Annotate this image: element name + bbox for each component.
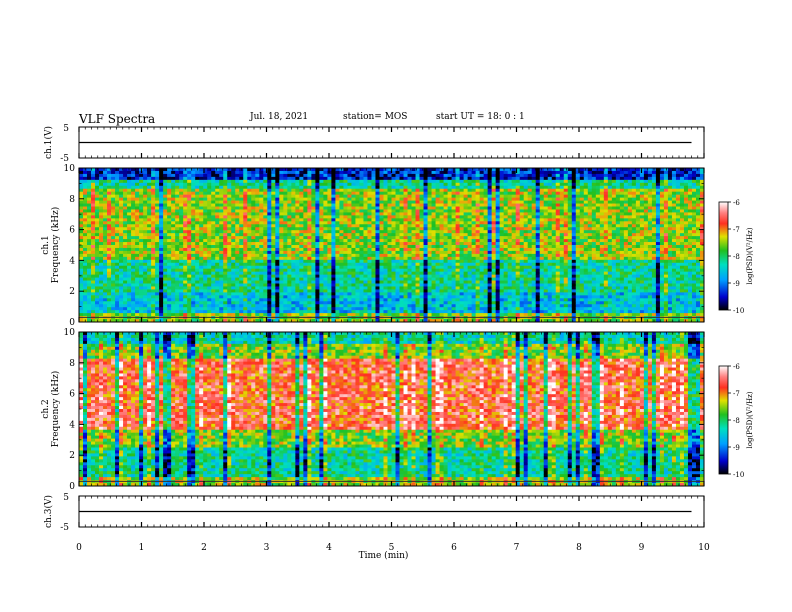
y-tick-label: 8 — [69, 359, 75, 369]
start-time-label: start UT = 18: 0 : 1 — [436, 112, 525, 122]
x-tick-label: 8 — [576, 543, 582, 553]
y-axis-label-frequency: Frequency (kHz) — [50, 207, 61, 284]
y-tick-label: 10 — [64, 164, 76, 174]
x-tick-label: 5 — [389, 543, 395, 553]
colorbar-tick-label: -6 — [733, 199, 740, 207]
y-tick-label: 5 — [63, 493, 69, 503]
y-tick-label: -5 — [60, 154, 69, 164]
colorbar-tick-label: -9 — [733, 280, 740, 288]
colorbar-tick-label: -10 — [733, 307, 744, 315]
spectrogram-ch2-image — [79, 332, 705, 487]
colorbar-tick-label: -9 — [733, 444, 740, 452]
x-tick-label: 2 — [201, 543, 207, 553]
colorbar-tick-label: -6 — [733, 363, 740, 371]
y-axis-label-frequency: Frequency (kHz) — [50, 371, 61, 448]
colorbar-tick-label: -8 — [733, 253, 740, 261]
colorbar — [718, 365, 729, 475]
x-tick-label: 10 — [698, 543, 710, 553]
y-tick-label: 6 — [69, 390, 75, 400]
y-tick-label: 6 — [69, 226, 75, 236]
colorbar-tick-label: -8 — [733, 417, 740, 425]
x-tick-label: 9 — [639, 543, 645, 553]
y-tick-label: 4 — [69, 256, 75, 266]
x-axis-label: Time (min) — [359, 550, 409, 561]
y-axis-label: ch.3(V) — [43, 495, 54, 528]
x-tick-label: 0 — [76, 543, 82, 553]
y-axis-label-channel: ch.2 — [41, 399, 51, 418]
y-tick-label: 0 — [69, 482, 75, 492]
observation-date: Jul. 18, 2021 — [250, 112, 309, 122]
colorbar-tick-label: -7 — [733, 390, 740, 398]
spectrogram-ch1-image — [79, 168, 705, 323]
station-label: station= MOS — [343, 112, 408, 122]
colorbar-label: log(PSD)(V²/Hz) — [746, 227, 754, 284]
y-axis-label: ch.1(V) — [43, 126, 54, 159]
x-tick-label: 1 — [139, 543, 145, 553]
y-tick-label: 2 — [69, 451, 75, 461]
plot-title: VLF Spectra — [79, 112, 156, 126]
y-axis-label-channel: ch.1 — [41, 235, 51, 254]
x-tick-label: 7 — [514, 543, 520, 553]
y-tick-label: -5 — [60, 523, 69, 533]
colorbar — [718, 201, 729, 311]
x-tick-label: 6 — [451, 543, 457, 553]
colorbar-tick-label: -7 — [733, 226, 740, 234]
y-tick-label: 2 — [69, 287, 75, 297]
colorbar-tick-label: -10 — [733, 471, 744, 479]
x-tick-label: 3 — [264, 543, 270, 553]
y-tick-label: 8 — [69, 195, 75, 205]
colorbar-label: log(PSD)(V²/Hz) — [746, 391, 754, 448]
y-tick-label: 4 — [69, 420, 75, 430]
y-tick-label: 5 — [63, 124, 69, 134]
x-tick-label: 4 — [326, 543, 332, 553]
y-tick-label: 0 — [69, 318, 75, 328]
y-tick-label: 10 — [64, 328, 76, 338]
